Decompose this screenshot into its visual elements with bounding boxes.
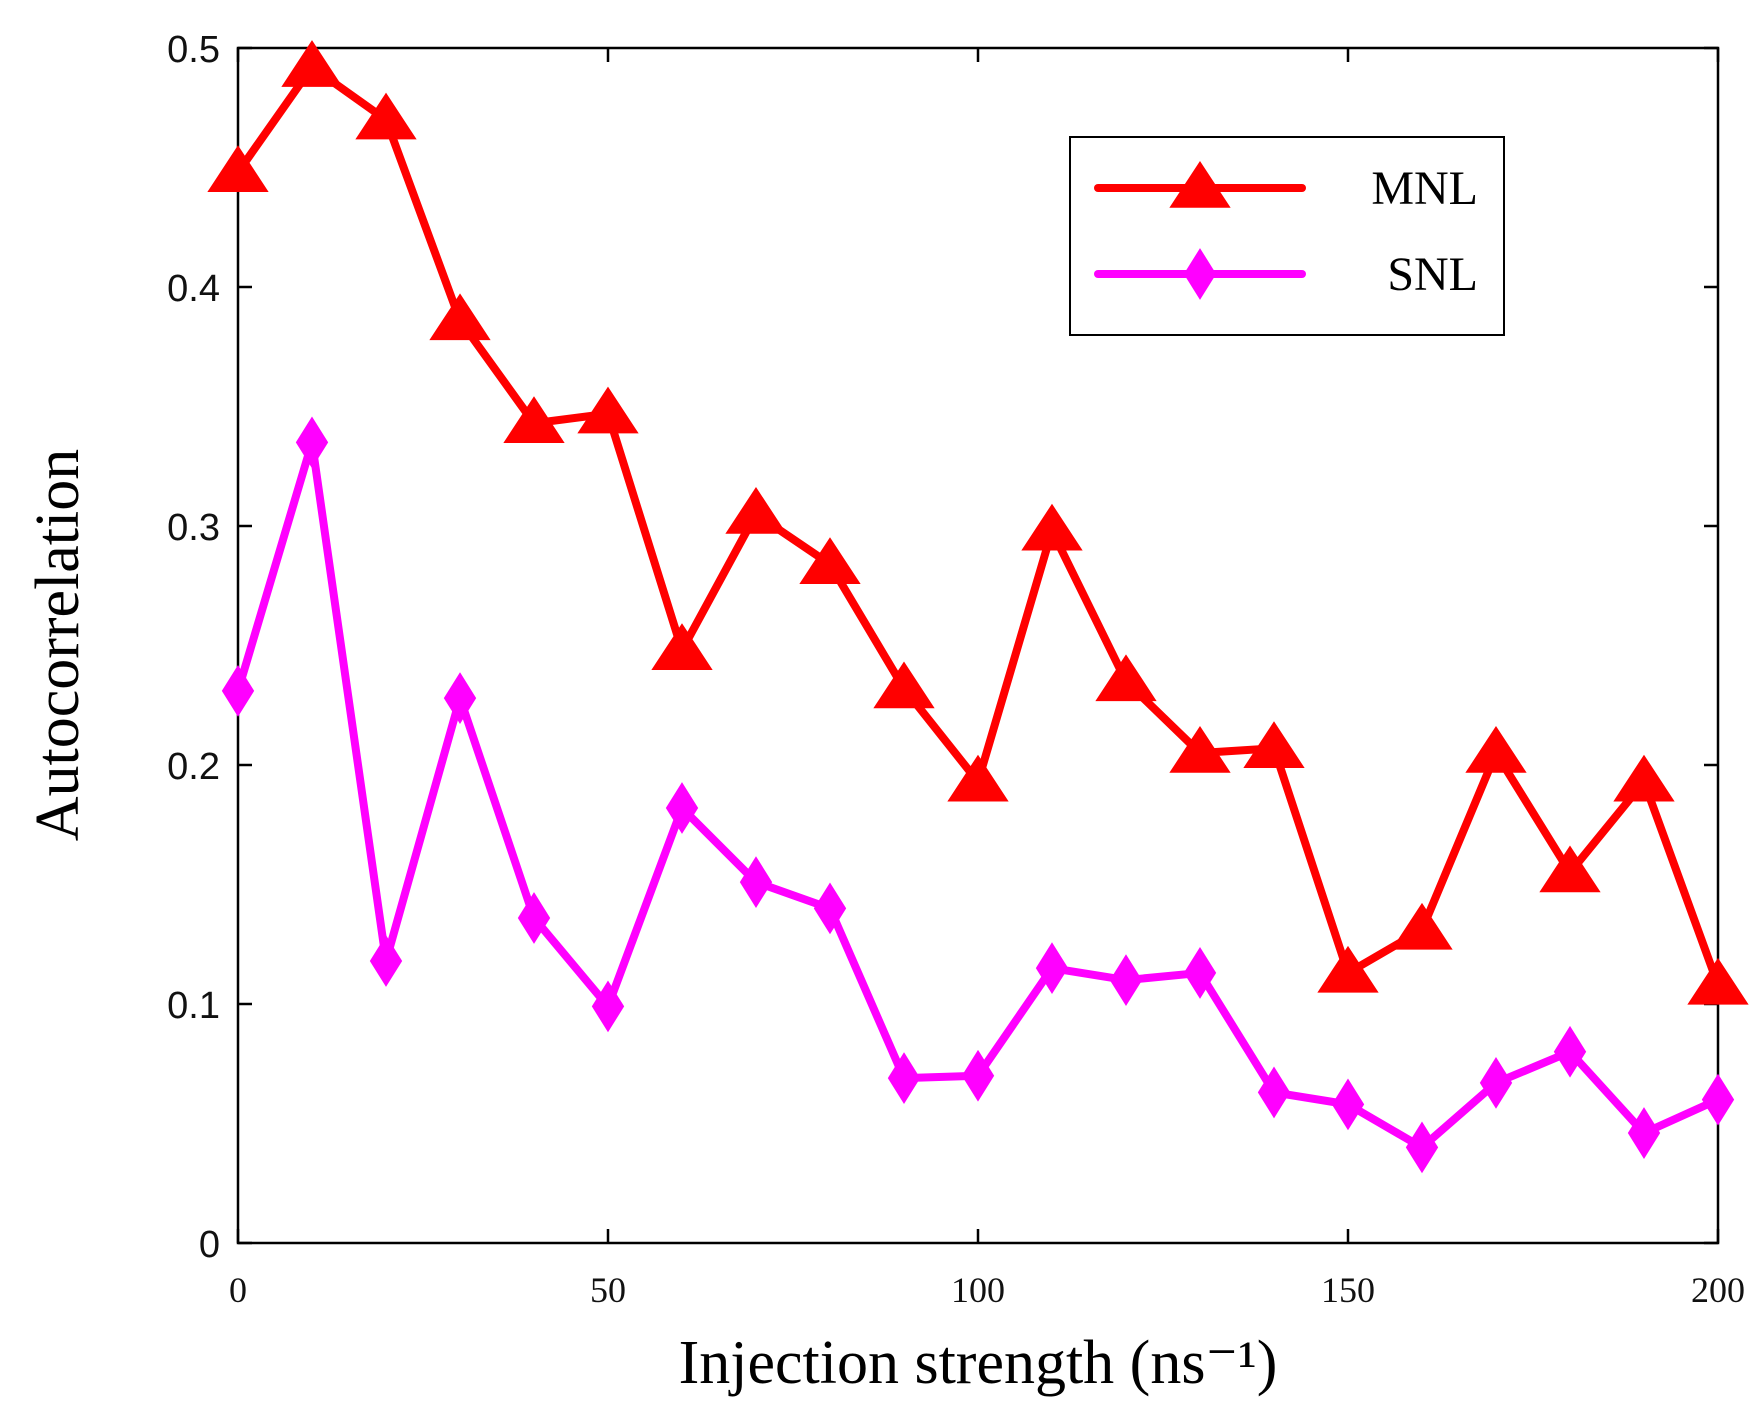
- x-axis-label: Injection strength (ns⁻¹): [679, 1329, 1278, 1397]
- data-point-snl: [1701, 1073, 1735, 1126]
- plot-area-frame: [236, 46, 1720, 1245]
- y-tick-label: 0.1: [167, 985, 220, 1027]
- x-tick-label: 100: [951, 1270, 1005, 1310]
- data-point-snl: [1479, 1056, 1513, 1109]
- legend-marker-snl: [1183, 248, 1217, 300]
- data-point-mnl: [1687, 957, 1749, 1005]
- legend-box: [1069, 136, 1505, 336]
- data-point-mnl: [873, 661, 935, 709]
- data-point-mnl: [947, 754, 1009, 802]
- data-point-snl: [443, 672, 477, 724]
- data-point-mnl: [577, 386, 639, 434]
- legend-label-snl: SNL: [1387, 248, 1478, 301]
- legend-label-mnl: MNL: [1371, 162, 1478, 215]
- data-point-snl: [1627, 1107, 1661, 1159]
- data-point-mnl: [503, 396, 565, 443]
- data-point-mnl: [429, 293, 491, 341]
- y-axis-label: Autocorrelation: [24, 449, 92, 842]
- data-point-snl: [221, 665, 255, 717]
- data-point-snl: [739, 856, 773, 908]
- data-point-mnl: [1613, 754, 1675, 802]
- data-point-snl: [591, 980, 625, 1033]
- data-point-mnl: [1021, 503, 1083, 551]
- legend-entries: MNL SNL: [1094, 160, 1478, 301]
- y-tick-label: 0: [199, 1224, 220, 1266]
- data-point-mnl: [1317, 945, 1379, 993]
- data-point-mnl: [1095, 654, 1157, 702]
- data-point-snl: [1553, 1025, 1587, 1078]
- data-point-snl: [1331, 1078, 1365, 1131]
- data-point-mnl: [207, 145, 269, 192]
- x-tick-label: 200: [1691, 1270, 1745, 1310]
- data-point-mnl: [281, 40, 343, 87]
- x-tick-label: 150: [1321, 1270, 1375, 1310]
- data-point-snl: [369, 935, 403, 987]
- x-tick-label: 50: [590, 1270, 626, 1310]
- y-tick-label: 0.4: [167, 268, 220, 310]
- y-tick-label: 0.2: [167, 746, 220, 788]
- data-point-snl: [295, 416, 329, 469]
- data-point-snl: [813, 882, 847, 935]
- data-point-mnl: [1169, 726, 1231, 773]
- x-tick-label: 0: [229, 1270, 247, 1310]
- data-point-mnl: [651, 623, 713, 670]
- data-point-mnl: [1465, 726, 1527, 773]
- y-tick-label: 0.5: [167, 29, 220, 71]
- data-point-snl: [1035, 942, 1069, 995]
- data-point-snl: [665, 782, 699, 834]
- data-point-snl: [1257, 1066, 1291, 1119]
- legend-marker-mnl: [1169, 160, 1231, 208]
- data-point-mnl: [1391, 902, 1453, 950]
- data-point-snl: [1183, 947, 1217, 999]
- data-point-snl: [517, 892, 551, 944]
- data-point-mnl: [1539, 845, 1601, 893]
- data-point-mnl: [799, 537, 861, 584]
- data-point-snl: [887, 1052, 921, 1104]
- data-point-snl: [1405, 1121, 1439, 1174]
- data-point-mnl: [355, 92, 417, 140]
- data-point-snl: [1109, 954, 1143, 1006]
- data-point-mnl: [725, 487, 787, 534]
- legend: MNL SNL: [1069, 136, 1505, 336]
- data-point-snl: [961, 1049, 995, 1102]
- series-layer: [207, 40, 1749, 1174]
- ticks-layer: 0 50 100 150 200 0 0.1 0.2 0.3 0.4 0.5: [167, 29, 1745, 1310]
- y-tick-label: 0.3: [167, 507, 220, 549]
- data-point-mnl: [1243, 721, 1305, 768]
